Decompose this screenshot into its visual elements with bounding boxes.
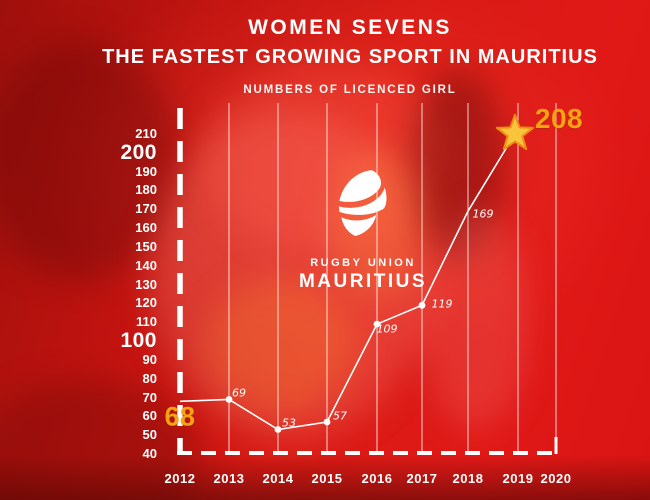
- star-marker: [495, 113, 535, 151]
- point-value-label: 119: [431, 297, 453, 311]
- point-value-label: 57: [333, 409, 347, 423]
- y-tick-label: 180: [135, 182, 157, 198]
- page-title: WOMEN SEVENS: [248, 16, 452, 39]
- x-tick-label: 2015: [311, 471, 343, 486]
- y-tick-label: 170: [135, 201, 157, 217]
- logo-text-rugby-union: RUGBY UNION: [310, 257, 416, 269]
- photo-blob: [420, 210, 530, 430]
- data-line: [179, 133, 516, 431]
- y-tick-label: 40: [142, 446, 157, 461]
- page-title-line2: THE FASTEST GROWING SPORT IN MAURITIUS: [102, 46, 598, 68]
- y-tick-label: 140: [135, 257, 157, 273]
- y-tick-label: 100: [120, 329, 157, 353]
- x-tick-label: 2013: [213, 471, 245, 486]
- point-value-label: 169: [472, 207, 494, 221]
- x-tick-label: 2016: [361, 471, 393, 486]
- y-tick-label: 70: [142, 389, 157, 405]
- x-tick-label: 2017: [406, 471, 438, 486]
- rugby-ball-waves-icon: [338, 170, 387, 236]
- chart-subtitle: NUMBERS OF LICENCED GIRL: [243, 84, 457, 96]
- y-axis: 40 50 60 70 80 90 100 110 120 130 140 150 160 170 180 1…: [0, 0, 157, 500]
- first-value-callout: 68: [164, 401, 196, 432]
- x-tick-label: 2019: [502, 471, 534, 486]
- header: WOMEN SEVENS THE FASTEST GROWING SPORT I…: [50, 0, 650, 96]
- point-value-label: 53: [282, 416, 296, 430]
- y-tick-label: 90: [142, 351, 157, 367]
- y-tick-label: 60: [142, 408, 157, 424]
- data-point-marker: [418, 301, 426, 309]
- data-point-marker: [225, 396, 233, 403]
- logo-text-mauritius: MAURITIUS: [298, 271, 428, 292]
- y-tick-label: 50: [142, 427, 157, 443]
- data-point-marker: [274, 426, 282, 433]
- data-point-marker: [373, 320, 381, 328]
- x-tick-label: 2012: [164, 471, 196, 486]
- data-point-marker: [323, 418, 331, 426]
- rugby-union-mauritius-logo: RUGBY UNION MAURITIUS: [268, 168, 458, 293]
- x-tick-label: 2014: [262, 471, 294, 486]
- point-value-label: 109: [376, 322, 398, 336]
- photo-blob: [410, 70, 505, 260]
- x-tick-label: 2020: [540, 471, 572, 486]
- y-tick-label: 200: [120, 140, 157, 164]
- last-value-callout: 208: [534, 103, 584, 134]
- x-tick-label: 2018: [452, 471, 484, 486]
- y-tick-label: 120: [135, 295, 157, 311]
- y-tick-label: 110: [136, 314, 157, 330]
- point-value-label: 69: [232, 386, 246, 400]
- y-tick-label: 190: [135, 163, 157, 179]
- y-tick-label: 160: [135, 220, 157, 236]
- photo-blob: [150, 110, 430, 440]
- y-tick-label: 130: [135, 276, 157, 292]
- photo-blob: [0, 40, 180, 280]
- y-tick-label: 210: [135, 125, 157, 141]
- photo-blob: [205, 280, 355, 410]
- y-tick-label: 150: [135, 238, 157, 254]
- photo-blob: [200, 60, 450, 250]
- y-tick-label: 80: [142, 370, 157, 386]
